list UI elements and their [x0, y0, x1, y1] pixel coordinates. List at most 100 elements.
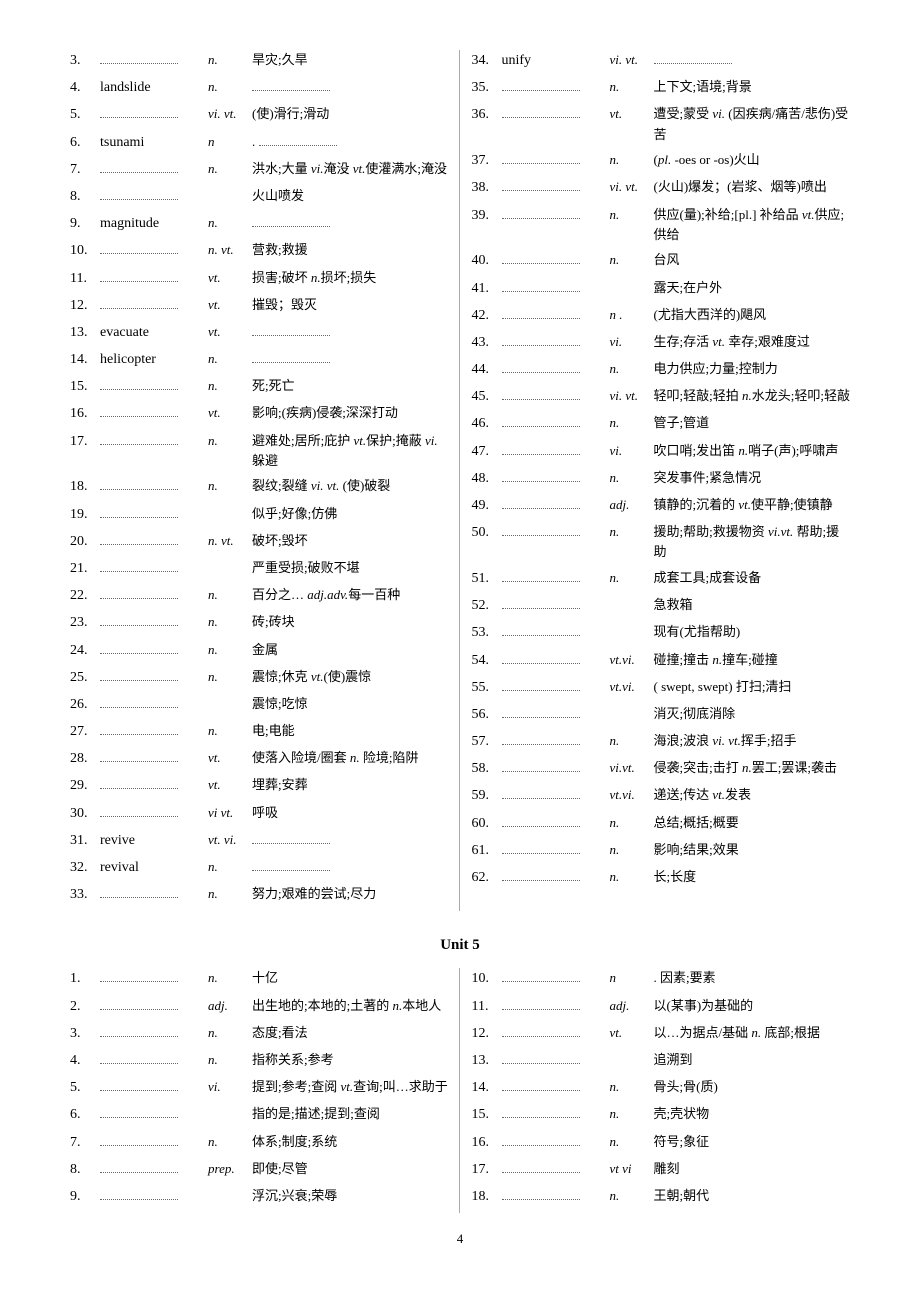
row-number: 54. — [472, 650, 502, 672]
definition: 以…为据点/基础 n. 底部;根据 — [654, 1023, 851, 1043]
vocab-row: 36.vt.遭受;蒙受 vi. (因疾病/痛苦/悲伤)受苦 — [472, 104, 851, 144]
vocab-row: 2.adj.出生地的;本地的;土著的 n.本地人 — [70, 996, 449, 1018]
part-of-speech: vt.vi. — [610, 650, 654, 670]
row-number: 62. — [472, 867, 502, 889]
row-number: 26. — [70, 694, 100, 716]
blank-line — [502, 177, 580, 191]
row-number: 60. — [472, 813, 502, 835]
part-of-speech: n. — [208, 968, 252, 988]
word-slot: tsunami — [100, 132, 208, 154]
row-number: 21. — [70, 558, 100, 580]
blank-line — [502, 441, 580, 455]
part-of-speech: adj. — [208, 996, 252, 1016]
vocab-row: 11.adj.以(某事)为基础的 — [472, 996, 851, 1018]
row-number: 37. — [472, 150, 502, 172]
word-slot — [100, 1104, 208, 1126]
blank-line — [502, 704, 580, 718]
vocab-row: 56. 消灭;彻底消除 — [472, 704, 851, 726]
vocab-row: 30.vi vt.呼吸 — [70, 803, 449, 825]
word-slot — [100, 1077, 208, 1099]
row-number: 13. — [70, 322, 100, 344]
word-slot — [502, 177, 610, 199]
word-slot — [100, 295, 208, 317]
word-slot: revive — [100, 830, 208, 852]
part-of-speech: vi. — [208, 1077, 252, 1097]
part-of-speech: n. — [610, 468, 654, 488]
blank-line — [100, 775, 178, 789]
definition: 消灭;彻底消除 — [654, 704, 851, 724]
row-number: 39. — [472, 205, 502, 227]
row-number: 4. — [70, 1050, 100, 1072]
vocab-row: 29.vt.埋葬;安葬 — [70, 775, 449, 797]
row-number: 9. — [70, 1186, 100, 1208]
vocab-row: 13.evacuatevt. — [70, 322, 449, 344]
vocab-row: 14.helicoptern. — [70, 349, 449, 371]
definition: 碰撞;撞击 n.撞车;碰撞 — [654, 650, 851, 670]
row-number: 29. — [70, 775, 100, 797]
blank-line — [502, 1104, 580, 1118]
word-slot — [100, 104, 208, 126]
blank-line — [502, 731, 580, 745]
vocab-row: 15.n.死;死亡 — [70, 376, 449, 398]
vocab-row: 26.震惊;吃惊 — [70, 694, 449, 716]
row-number: 16. — [70, 403, 100, 425]
vocab-row: 6.tsunamin. — [70, 132, 449, 154]
blank-line — [252, 323, 330, 336]
definition: 吹口哨;发出笛 n.哨子(声);呼啸声 — [654, 441, 851, 461]
part-of-speech: n. — [610, 568, 654, 588]
definition: 镇静的;沉着的 vt.使平静;使镇静 — [654, 495, 851, 515]
blank-line — [502, 104, 580, 118]
blank-line — [100, 431, 178, 445]
vocab-row: 21.严重受损;破败不堪 — [70, 558, 449, 580]
definition: (使)滑行;滑动 — [252, 104, 449, 124]
part-of-speech: n. — [610, 867, 654, 887]
row-number: 9. — [70, 213, 100, 235]
section-1: 3.n.旱灾;久旱4.landsliden.5.vi. vt.(使)滑行;滑动6… — [70, 50, 850, 911]
row-number: 52. — [472, 595, 502, 617]
row-number: 19. — [70, 504, 100, 526]
row-number: 56. — [472, 704, 502, 726]
row-number: 27. — [70, 721, 100, 743]
vocab-row: 16.vt.影响;(疾病)侵袭;深深打动 — [70, 403, 449, 425]
blank-line — [502, 622, 580, 636]
part-of-speech: vi. vt. — [610, 50, 654, 70]
row-number: 48. — [472, 468, 502, 490]
definition: 总结;概括;概要 — [654, 813, 851, 833]
definition: 出生地的;本地的;土著的 n.本地人 — [252, 996, 449, 1016]
row-number: 7. — [70, 159, 100, 181]
word-slot — [502, 1050, 610, 1072]
definition: 指称关系;参考 — [252, 1050, 449, 1070]
word-slot — [100, 403, 208, 425]
blank-line — [100, 268, 178, 282]
word-slot — [502, 622, 610, 644]
vocab-row: 45.vi. vt.轻叩;轻敲;轻拍 n.水龙头;轻叩;轻敲 — [472, 386, 851, 408]
part-of-speech: n. — [610, 840, 654, 860]
definition — [654, 50, 851, 70]
definition: 电;电能 — [252, 721, 449, 741]
row-number: 12. — [472, 1023, 502, 1045]
vocab-row: 25.n.震惊;休克 vt.(使)震惊 — [70, 667, 449, 689]
row-number: 13. — [472, 1050, 502, 1072]
part-of-speech: n. — [208, 77, 252, 97]
word-slot — [502, 568, 610, 590]
word-slot — [100, 1186, 208, 1208]
word-slot — [502, 278, 610, 300]
word-slot — [100, 585, 208, 607]
blank-line — [502, 813, 580, 827]
vocab-row: 47.vi.吹口哨;发出笛 n.哨子(声);呼啸声 — [472, 441, 851, 463]
blank-line — [100, 1077, 178, 1091]
word-slot — [502, 150, 610, 172]
vocab-row: 50.n.援助;帮助;救援物资 vi.vt. 帮助;援助 — [472, 522, 851, 562]
blank-line — [100, 186, 178, 200]
word-slot — [502, 468, 610, 490]
definition: 营救;救援 — [252, 240, 449, 260]
word-slot: magnitude — [100, 213, 208, 235]
vocab-row: 44.n.电力供应;力量;控制力 — [472, 359, 851, 381]
part-of-speech: n. — [208, 884, 252, 904]
vocab-row: 9.浮沉;兴衰;荣辱 — [70, 1186, 449, 1208]
vocab-row: 5.vi. vt.(使)滑行;滑动 — [70, 104, 449, 126]
row-number: 3. — [70, 50, 100, 72]
part-of-speech: n. — [208, 640, 252, 660]
definition: 海浪;波浪 vi. vt.挥手;招手 — [654, 731, 851, 751]
vocab-row: 20.n. vt.破坏;毁坏 — [70, 531, 449, 553]
